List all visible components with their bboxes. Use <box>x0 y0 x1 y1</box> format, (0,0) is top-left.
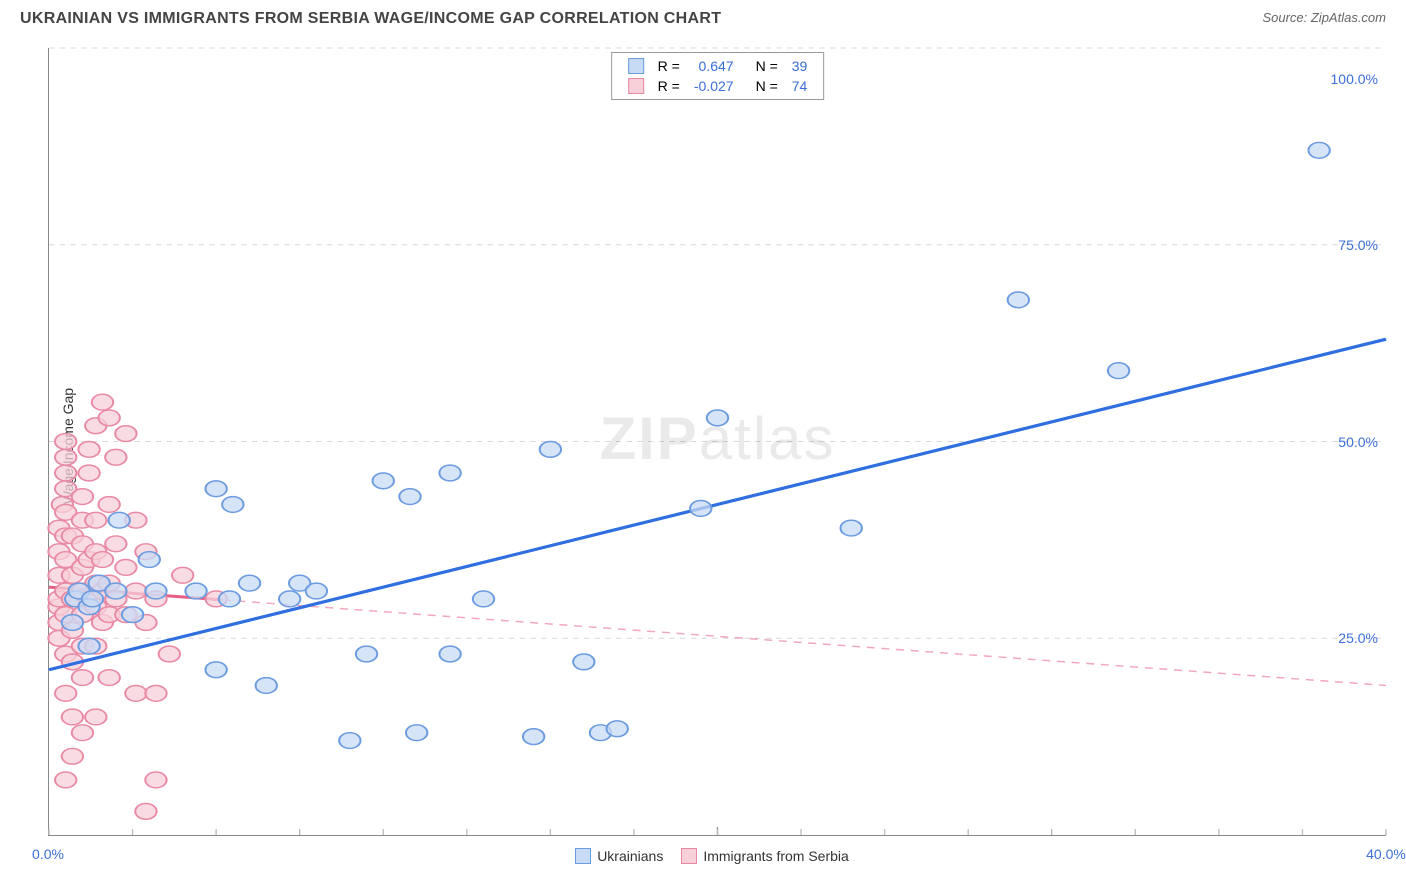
y-tick-label: 50.0% <box>1338 434 1378 450</box>
plot-area: ZIPatlas R =0.647N =39R =-0.027N =74 25.… <box>48 48 1386 836</box>
y-tick-label: 25.0% <box>1338 630 1378 646</box>
y-tick-label: 75.0% <box>1338 237 1378 253</box>
stats-legend: R =0.647N =39R =-0.027N =74 <box>611 52 825 100</box>
x-tick-min: 0.0% <box>32 846 64 862</box>
legend-label: Ukrainians <box>597 848 663 864</box>
source-label: Source: ZipAtlas.com <box>1262 10 1386 25</box>
legend-label: Immigrants from Serbia <box>703 848 848 864</box>
y-tick-label: 100.0% <box>1331 71 1378 87</box>
x-tick-max: 40.0% <box>1366 846 1406 862</box>
bottom-legend: Ukrainians Immigrants from Serbia <box>0 848 1406 864</box>
chart-title: UKRAINIAN VS IMMIGRANTS FROM SERBIA WAGE… <box>20 10 721 27</box>
